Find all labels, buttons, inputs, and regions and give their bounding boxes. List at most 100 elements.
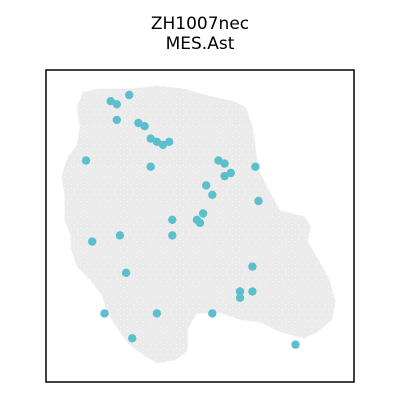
tissue-spot: [156, 114, 164, 122]
tissue-spot: [61, 342, 65, 350]
tissue-spot: [334, 331, 336, 339]
tissue-spot: [252, 188, 260, 196]
tissue-spot: [196, 148, 204, 156]
tissue-spot: [292, 222, 299, 230]
tissue-spot: [285, 200, 293, 207]
tissue-spot: [331, 142, 336, 150]
tissue-spot: [107, 234, 115, 242]
tissue-spot: [275, 228, 283, 236]
tissue-spot: [196, 285, 204, 293]
tissue-spot: [113, 280, 121, 287]
tissue-spot: [328, 217, 336, 225]
tissue-spot: [61, 97, 68, 105]
tissue-spot: [123, 217, 131, 225]
tissue-spot: [64, 182, 72, 190]
tissue-spot: [61, 85, 65, 87]
tissue-spot: [295, 251, 303, 259]
tissue-spot: [249, 85, 257, 87]
tissue-spot: [189, 285, 197, 293]
tissue-spot: [232, 234, 240, 242]
tissue-spot: [70, 297, 78, 305]
tissue-spot: [140, 245, 148, 253]
tissue-spot: [136, 251, 144, 259]
tissue-spot: [163, 354, 171, 362]
tissue-spot: [212, 291, 220, 299]
tissue-spot: [249, 354, 257, 362]
tissue-spot: [97, 114, 105, 122]
tissue-spot: [262, 205, 270, 213]
tissue-spot: [64, 91, 72, 99]
tissue-spot: [87, 302, 95, 310]
tissue-spot: [183, 182, 191, 190]
tissue-spot: [110, 85, 118, 87]
tissue-spot: [298, 302, 306, 310]
tissue-spot: [331, 325, 336, 333]
tissue-spot: [94, 222, 101, 230]
tissue-spot: [51, 206, 58, 213]
tissue-spot: [318, 222, 326, 230]
tissue-spot: [193, 97, 200, 105]
tissue-spot: [275, 308, 283, 316]
tissue-spot: [272, 360, 280, 364]
tissue-spot: [94, 360, 101, 364]
tissue-spot: [239, 131, 247, 139]
tissue-spot: [239, 337, 247, 345]
tissue-spot: [229, 251, 237, 259]
tissue-spot: [143, 251, 151, 259]
tissue-spot: [226, 74, 233, 81]
tissue-spot: [245, 165, 253, 173]
tissue-spot: [107, 257, 115, 265]
tissue-spot: [301, 228, 309, 236]
tissue-spot: [242, 205, 250, 213]
tissue-spot: [321, 240, 329, 247]
tissue-spot: [48, 269, 55, 276]
tissue-spot: [249, 297, 257, 305]
tissue-spot: [150, 217, 158, 225]
tissue-spot: [61, 177, 68, 185]
tissue-spot: [232, 85, 240, 93]
tissue-spot: [209, 285, 217, 293]
tissue-spot: [209, 114, 217, 122]
tissue-spot: [318, 337, 326, 345]
tissue-spot: [84, 366, 91, 373]
tissue-spot: [222, 262, 230, 270]
tissue-spot: [226, 268, 233, 276]
tissue-spot: [213, 74, 220, 81]
tissue-spot: [61, 85, 68, 93]
tissue-spot: [70, 114, 78, 122]
tissue-spot: [305, 165, 313, 173]
tissue-spot: [338, 291, 345, 298]
tissue-spot: [189, 205, 197, 213]
tissue-spot: [298, 337, 306, 345]
tissue-spot: [301, 274, 309, 282]
tissue-spot: [189, 148, 197, 156]
tissue-spot: [301, 251, 309, 259]
tissue-spot: [90, 171, 98, 179]
tissue-spot: [278, 85, 286, 93]
tissue-spot: [199, 257, 207, 265]
tissue-spot: [252, 74, 259, 81]
tissue-spot: [288, 194, 296, 202]
tissue-spot: [133, 200, 141, 207]
tissue-spot: [288, 205, 296, 213]
tissue-spot: [298, 97, 306, 105]
tissue-spot: [150, 182, 158, 190]
tissue-spot: [298, 131, 306, 139]
tissue-spot: [103, 354, 111, 362]
tissue-spot: [179, 337, 187, 345]
tissue-spot: [285, 371, 292, 378]
tissue-spot: [285, 314, 293, 322]
tissue-spot: [100, 142, 108, 150]
tissue-spot: [64, 217, 72, 225]
tissue-spot: [279, 371, 286, 378]
tissue-spot: [325, 360, 332, 364]
tissue-spot: [301, 125, 309, 133]
tissue-spot: [328, 228, 336, 236]
tissue-spot: [94, 200, 101, 207]
tissue-spot: [120, 280, 128, 287]
highlight-point: [202, 181, 211, 190]
tissue-spot: [268, 182, 276, 190]
tissue-spot: [48, 120, 55, 127]
tissue-spot: [338, 200, 345, 207]
tissue-spot: [325, 257, 332, 265]
